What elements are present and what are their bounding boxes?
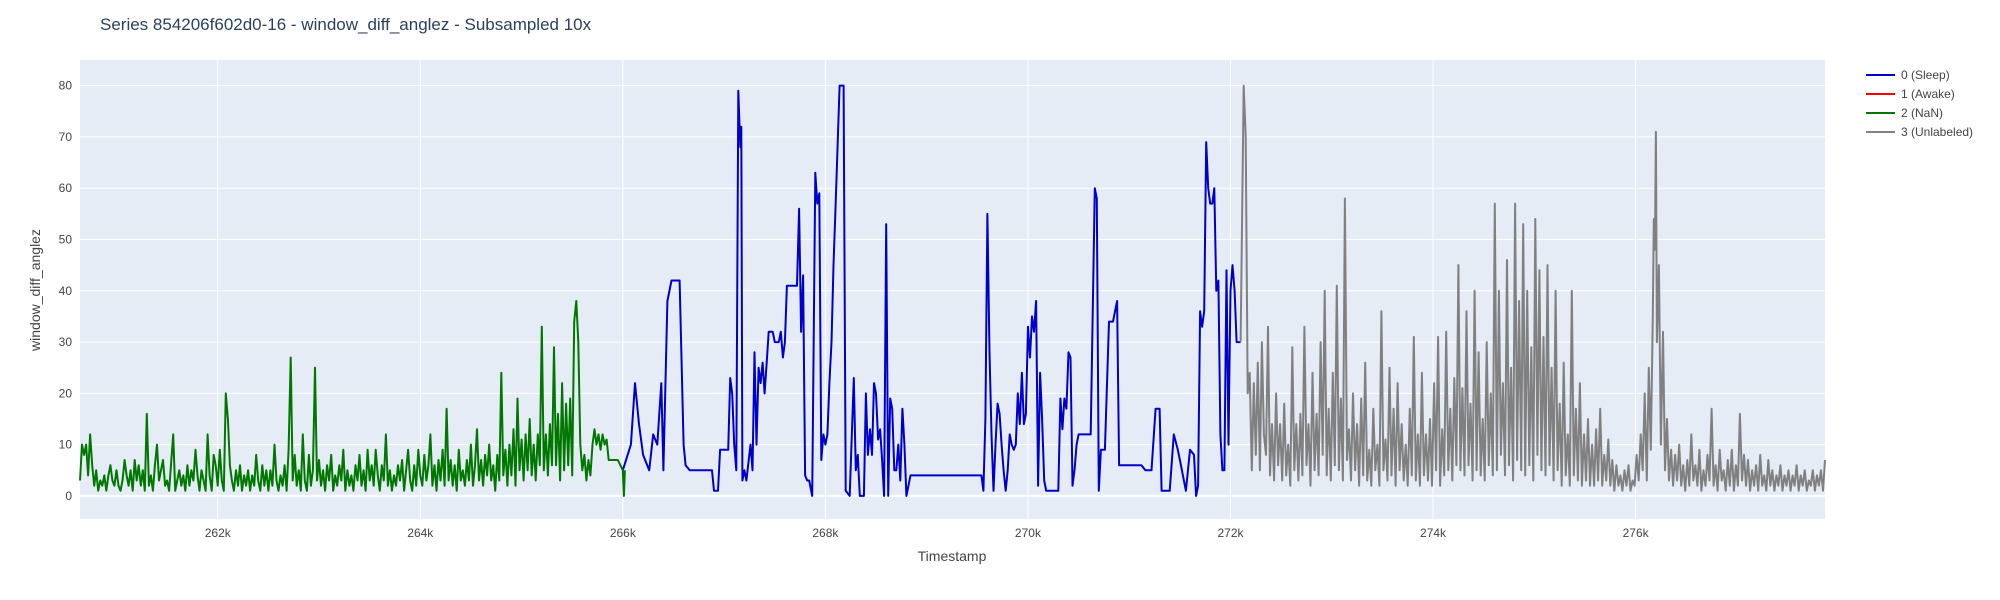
y-tick-label: 80: [59, 79, 73, 93]
series-line: [621, 84, 1241, 497]
x-tick-label: 262k: [205, 526, 232, 540]
series-lines: [79, 84, 1826, 497]
legend-entry[interactable]: 3 (Unlabeled): [1901, 125, 1973, 139]
legend-entry[interactable]: 0 (Sleep): [1901, 68, 1950, 82]
y-tick-label: 60: [59, 181, 73, 195]
legend-entry[interactable]: 2 (NaN): [1901, 106, 1943, 120]
chart-title: Series 854206f602d0-16 - window_diff_ang…: [100, 15, 592, 34]
y-axis-ticks: 0 10 20 30 40 50 60 70 80: [59, 79, 73, 503]
x-tick-label: 274k: [1420, 526, 1447, 540]
y-tick-label: 70: [59, 130, 73, 144]
legend: 0 (Sleep) 1 (Awake) 2 (NaN) 3 (Unlabeled): [1866, 68, 1973, 139]
y-tick-label: 0: [65, 489, 72, 503]
x-tick-label: 276k: [1623, 526, 1650, 540]
x-tick-label: 270k: [1015, 526, 1042, 540]
x-tick-label: 266k: [610, 526, 637, 540]
y-axis-title: window_diff_anglez: [27, 229, 43, 352]
x-tick-label: 268k: [812, 526, 839, 540]
y-tick-label: 10: [59, 438, 73, 452]
x-axis-title: Timestamp: [918, 548, 987, 564]
series-line: [1239, 84, 1826, 492]
series-line: [79, 300, 626, 497]
x-tick-label: 264k: [407, 526, 434, 540]
y-tick-label: 30: [59, 335, 73, 349]
x-axis-ticks: 262k 264k 266k 268k 270k 272k 274k 276k: [205, 526, 1650, 540]
y-tick-label: 40: [59, 284, 73, 298]
legend-entry[interactable]: 1 (Awake): [1901, 87, 1955, 101]
y-tick-label: 20: [59, 386, 73, 400]
x-tick-label: 272k: [1217, 526, 1244, 540]
y-tick-label: 50: [59, 232, 73, 246]
